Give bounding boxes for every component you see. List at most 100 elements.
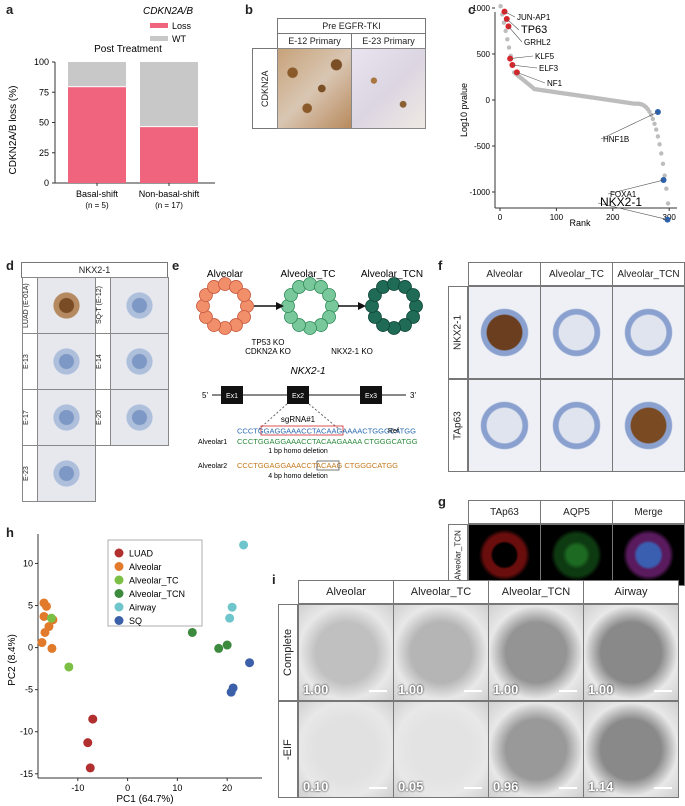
pca-x-tick: -10: [71, 783, 84, 793]
nkx21-ihc-image: [110, 277, 169, 334]
pca-point: [239, 540, 249, 550]
pca-point: [40, 627, 50, 637]
alveolar1-note: 1 bp homo deletion: [268, 448, 328, 455]
panel-i-colony-image: 1.14: [583, 701, 679, 798]
five-prime: 5': [202, 391, 208, 400]
panel-f-col-header: Alveolar: [468, 262, 541, 286]
panel-i-colony-image: 0.10: [298, 701, 394, 798]
panel-i-col-header: Alveolar_TCN: [488, 580, 584, 604]
panel-f-ihc-image: [540, 379, 613, 472]
colony-ratio-value: 1.00: [588, 682, 614, 697]
panel-i-colony-image: 0.96: [488, 701, 584, 798]
panel-f-ihc-image: [612, 286, 685, 379]
panel-label-d: d: [6, 258, 14, 273]
y-tick-label: 25: [39, 148, 49, 158]
c-gene-label: FOXA1: [610, 190, 637, 199]
nkx21-sample-label: E-20: [95, 389, 111, 446]
pca-point: [85, 763, 95, 773]
panel-f-ihc-image: [468, 379, 541, 472]
pca-point: [227, 602, 237, 612]
gene-name: NKX2-1: [290, 366, 325, 377]
panel-i-colony-image: 1.00: [583, 604, 679, 701]
seq-alveolar2: CCCTGGAGGAAACCTACAAG CTGGGCATGG: [237, 461, 398, 470]
nkx21-ihc-image: [37, 333, 96, 390]
colony-ratio-value: 1.00: [303, 682, 329, 697]
c-y-tick: 0: [486, 96, 491, 105]
group-name: Non-basal-shift: [139, 189, 200, 199]
colony-ratio-value: 1.00: [493, 682, 519, 697]
panel-i-col-header: Alveolar_TC: [393, 580, 489, 604]
legend-wt-swatch: [150, 36, 168, 41]
c-y-tick: 500: [477, 50, 491, 59]
scale-bar: [369, 690, 387, 692]
panel-c-chart: Log10 pvalue Rank 1000 500 0 -500 -1000 0 100 2…: [459, 3, 677, 228]
nkx21-sample-label: LUAD (E-01A): [22, 277, 38, 334]
panel-g-col-header: AQP5: [540, 500, 613, 524]
legend-marker: [114, 616, 124, 625]
nkx21-ihc-image: [37, 445, 96, 502]
alveolar1-label: Alveolar1: [198, 439, 227, 446]
nkx21-ihc-image: [37, 389, 96, 446]
panel-label-c: c: [468, 2, 476, 17]
bar-loss: [140, 127, 198, 183]
c-x-tick: 200: [606, 213, 620, 222]
post-treatment-title: Post Treatment: [94, 44, 162, 55]
ihc-image-e23: [351, 48, 426, 129]
legend-marker: [114, 575, 124, 585]
c-x-tick: 100: [550, 213, 564, 222]
scale-bar: [654, 787, 672, 789]
legend-marker: [114, 562, 124, 571]
y-tick-label: 50: [39, 118, 49, 128]
panel-g-fluor-image: [612, 524, 685, 586]
pca-point: [245, 658, 255, 668]
panel-b-title: Pre EGFR-TKI: [277, 18, 426, 34]
bar-wt: [140, 62, 198, 127]
exon-2-label: Ex2: [292, 393, 304, 400]
pca-x-tick: 20: [222, 783, 232, 793]
panel-a-ylabel: CDKN2A/B loss (%): [8, 86, 19, 175]
pca-y-tick: 5: [28, 601, 33, 611]
stage-alveolar-tc: Alveolar_TC: [280, 269, 335, 280]
panel-f-ihc-image: [468, 286, 541, 379]
exon-2: [287, 386, 309, 404]
exon-1: [221, 386, 243, 404]
legend-marker: [114, 548, 124, 558]
nkx21-ihc-image: [110, 333, 169, 390]
bar-loss: [68, 87, 126, 183]
panel-g-fluor-image: [540, 524, 613, 586]
pca-point: [41, 601, 51, 611]
legend-marker: [114, 602, 124, 612]
c-gene-label: NF1: [547, 79, 563, 88]
panel-i-col-header: Airway: [583, 580, 679, 604]
panel-d-title: NKX2-1: [21, 262, 168, 278]
c-gene-label: GRHL2: [524, 38, 551, 47]
panel-i-colony-image: 1.00: [488, 604, 584, 701]
pca-point: [214, 643, 224, 653]
scale-bar: [464, 690, 482, 692]
exon-3: [360, 386, 382, 404]
nkx21-ihc-image: [110, 389, 169, 446]
pca-point: [46, 613, 56, 623]
stage-alveolar: Alveolar: [207, 269, 244, 280]
panel-i-colony-image: 1.00: [298, 604, 394, 701]
c-gene-label: NKX2-1: [600, 195, 642, 209]
legend-title: CDKN2A/B: [143, 6, 193, 17]
panel-g-col-header: TAp63: [468, 500, 541, 524]
colony-ratio-value: 0.10: [303, 779, 329, 794]
panel-label-a: a: [6, 2, 14, 17]
panel-g-fluor-image: [468, 524, 541, 586]
pca-y-tick: 10: [23, 558, 33, 568]
y-tick-label: 75: [39, 87, 49, 97]
legend-entry: SQ: [129, 616, 142, 626]
nkx21-sample-label: E-14: [95, 333, 111, 390]
panel-g-row-label: Alveolar_TCN: [448, 524, 468, 586]
c-gene-label: KLF5: [535, 52, 555, 61]
pca-y-tick: 0: [28, 643, 33, 653]
panel-i-row-label: Complete: [278, 604, 298, 701]
group-name: Basal-shift: [76, 189, 119, 199]
pca-point: [37, 638, 47, 648]
panel-c-xlabel: Rank: [569, 218, 591, 228]
pca-y-tick: -15: [20, 769, 33, 779]
panel-b-col1: E-12 Primary: [277, 33, 352, 49]
panel-label-g: g: [438, 494, 446, 509]
